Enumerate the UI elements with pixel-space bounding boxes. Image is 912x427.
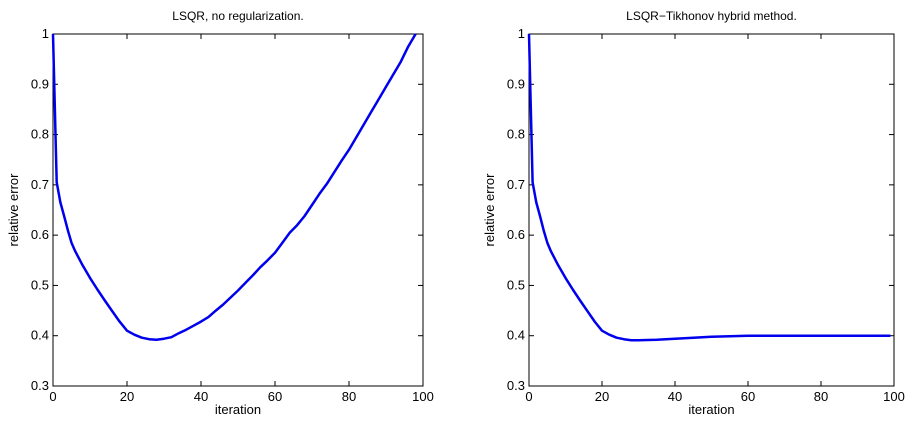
y-tick-label: 0.3 xyxy=(507,378,525,393)
y-tick-label: 0.9 xyxy=(31,76,49,91)
y-axis-label: relative error xyxy=(482,173,497,247)
x-axis-label: iteration xyxy=(688,402,734,417)
x-tick-label: 40 xyxy=(194,389,208,404)
x-tick-label: 60 xyxy=(268,389,282,404)
y-tick-label: 0.6 xyxy=(507,227,525,242)
right-chart-panel: LSQR−Tikhonov hybrid method. 0 20 40 60 80 100… xyxy=(482,9,905,417)
y-tick-label: 0.7 xyxy=(31,177,49,192)
x-tick-label: 100 xyxy=(412,389,434,404)
x-tick-label: 0 xyxy=(525,389,532,404)
y-tick-label: 0.5 xyxy=(507,277,525,292)
series-line xyxy=(527,33,891,342)
x-tick-label: 40 xyxy=(668,389,682,404)
x-tick-label: 0 xyxy=(49,389,56,404)
y-tick-label: 0.4 xyxy=(31,328,49,343)
y-tick-label: 0.8 xyxy=(31,127,49,142)
series-line xyxy=(51,33,417,341)
left-chart-panel: LSQR, no regularization. 0 20 40 60 80 100 0.3 0… xyxy=(6,9,434,417)
x-tick-label: 20 xyxy=(595,389,609,404)
x-axis-label: iteration xyxy=(215,402,261,417)
y-tick-label: 0.7 xyxy=(507,177,525,192)
x-tick-label: 80 xyxy=(814,389,828,404)
y-tick-label: 0.6 xyxy=(31,227,49,242)
y-tick-label: 0.8 xyxy=(507,127,525,142)
x-tick-label: 80 xyxy=(342,389,356,404)
axes-box xyxy=(528,33,895,387)
chart-title: LSQR−Tikhonov hybrid method. xyxy=(626,9,797,23)
y-tick-label: 0.3 xyxy=(31,378,49,393)
x-tick-label: 100 xyxy=(883,389,905,404)
chart-title: LSQR, no regularization. xyxy=(172,9,303,23)
y-axis-label: relative error xyxy=(6,173,21,247)
x-tick-label: 60 xyxy=(741,389,755,404)
y-tick-label: 0.9 xyxy=(507,76,525,91)
y-tick-label: 0.4 xyxy=(507,328,525,343)
y-tick-label: 1 xyxy=(42,26,49,41)
y-tick-label: 1 xyxy=(518,26,525,41)
axes-box xyxy=(52,33,424,387)
y-tick-label: 0.5 xyxy=(31,277,49,292)
x-tick-label: 20 xyxy=(120,389,134,404)
